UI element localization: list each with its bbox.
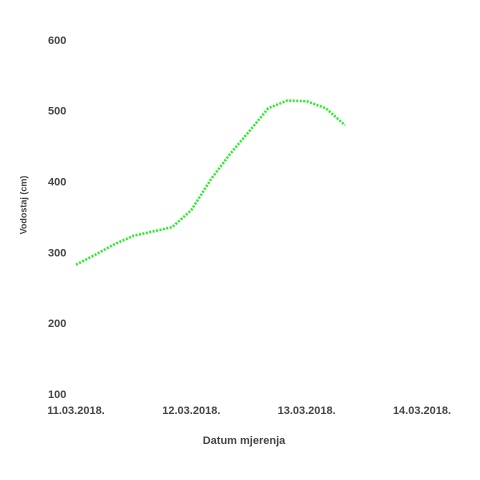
- x-tick-label: 11.03.2018.: [47, 405, 105, 417]
- y-tick-label: 500: [48, 106, 66, 118]
- y-tick-label: 400: [48, 177, 66, 189]
- y-axis-label: Vodostaj (cm): [18, 176, 28, 235]
- y-tick-label: 100: [48, 389, 66, 401]
- x-tick-label: 14.03.2018.: [393, 405, 451, 417]
- y-tick-label: 300: [48, 247, 66, 259]
- line: [75, 99, 346, 266]
- y-tick-label: 600: [48, 35, 66, 47]
- y-tick-label: 200: [48, 318, 66, 330]
- x-tick-label: 13.03.2018.: [278, 405, 336, 417]
- x-tick-label: 12.03.2018.: [162, 405, 220, 417]
- x-axis-label: Datum mjerenja: [203, 435, 286, 447]
